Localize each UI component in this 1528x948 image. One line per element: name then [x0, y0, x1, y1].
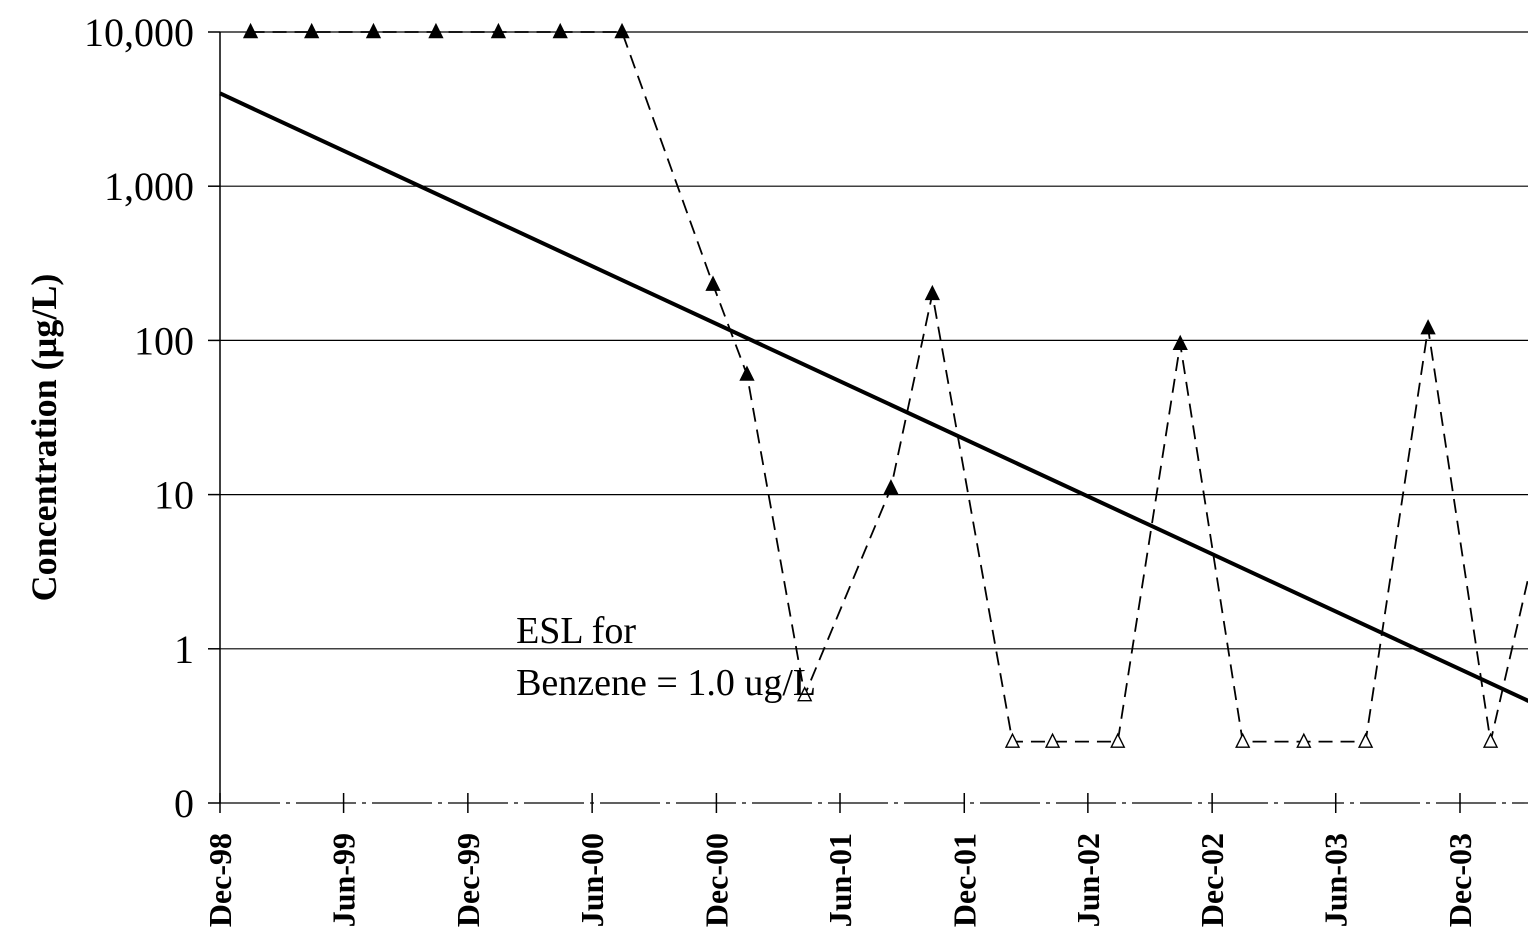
data-point-nondetect [1110, 732, 1126, 748]
y-tick-label: 1 [174, 627, 194, 672]
axes [208, 31, 1528, 813]
y-tick-label: 10 [154, 473, 194, 518]
data-series-line [250, 31, 1528, 743]
x-tick-label: Dec-99 [450, 833, 486, 927]
data-point-nondetect [1004, 732, 1021, 748]
data-point-detected [883, 479, 899, 495]
x-tick-label: Jun-00 [574, 833, 610, 927]
data-point-nondetect [1235, 732, 1251, 748]
x-tick-label: Dec-03 [1442, 833, 1478, 927]
labels: 0 1 10 100 1,000 10,000 Dec-98 Jun-99 Dec-99 Jun-… [24, 10, 1478, 927]
data-point-detected [924, 284, 940, 301]
data-point-detected [304, 22, 320, 39]
data-point-detected [705, 275, 721, 291]
x-tick-label: Dec-98 [202, 833, 238, 927]
x-tick-label: Jun-01 [822, 833, 858, 927]
y-tick-label: 100 [134, 318, 194, 363]
y-tick-label: 10,000 [84, 10, 194, 55]
x-tick-label: Jun-99 [326, 833, 362, 927]
data-series-group [242, 22, 1528, 748]
esl-annotation-line: ESL for [516, 610, 636, 652]
data-point-detected [1172, 334, 1188, 351]
data-point-detected [490, 22, 507, 39]
y-tick-label: 1,000 [104, 164, 194, 209]
data-point-nondetect [1482, 732, 1499, 748]
x-tick-label: Dec-02 [1194, 833, 1230, 927]
trend-line-group [219, 91, 1528, 703]
data-point-nondetect [1357, 732, 1374, 748]
gridlines [220, 31, 1528, 650]
data-point-nondetect [1044, 732, 1061, 748]
x-tick-label: Dec-00 [698, 833, 734, 927]
data-point-detected [1420, 319, 1436, 335]
esl-annotation-line: Benzene = 1.0 ug/L [516, 662, 816, 704]
x-tick-label: Jun-03 [1318, 833, 1354, 927]
data-point-nondetect [1296, 732, 1312, 748]
y-tick-label: 0 [174, 781, 194, 826]
data-point-detected [428, 22, 444, 39]
x-tick-label: Jun-02 [1070, 833, 1106, 927]
x-tick-label: Dec-01 [946, 833, 982, 927]
y-axis-title: Concentration (µg/L) [24, 274, 64, 602]
data-point-detected [242, 22, 259, 39]
trend-line [219, 91, 1528, 703]
data-point-detected [365, 22, 382, 39]
data-point-detected [739, 365, 755, 381]
data-point-nondetect [797, 686, 813, 702]
data-point-detected [552, 22, 568, 39]
data-point-detected [614, 22, 630, 39]
